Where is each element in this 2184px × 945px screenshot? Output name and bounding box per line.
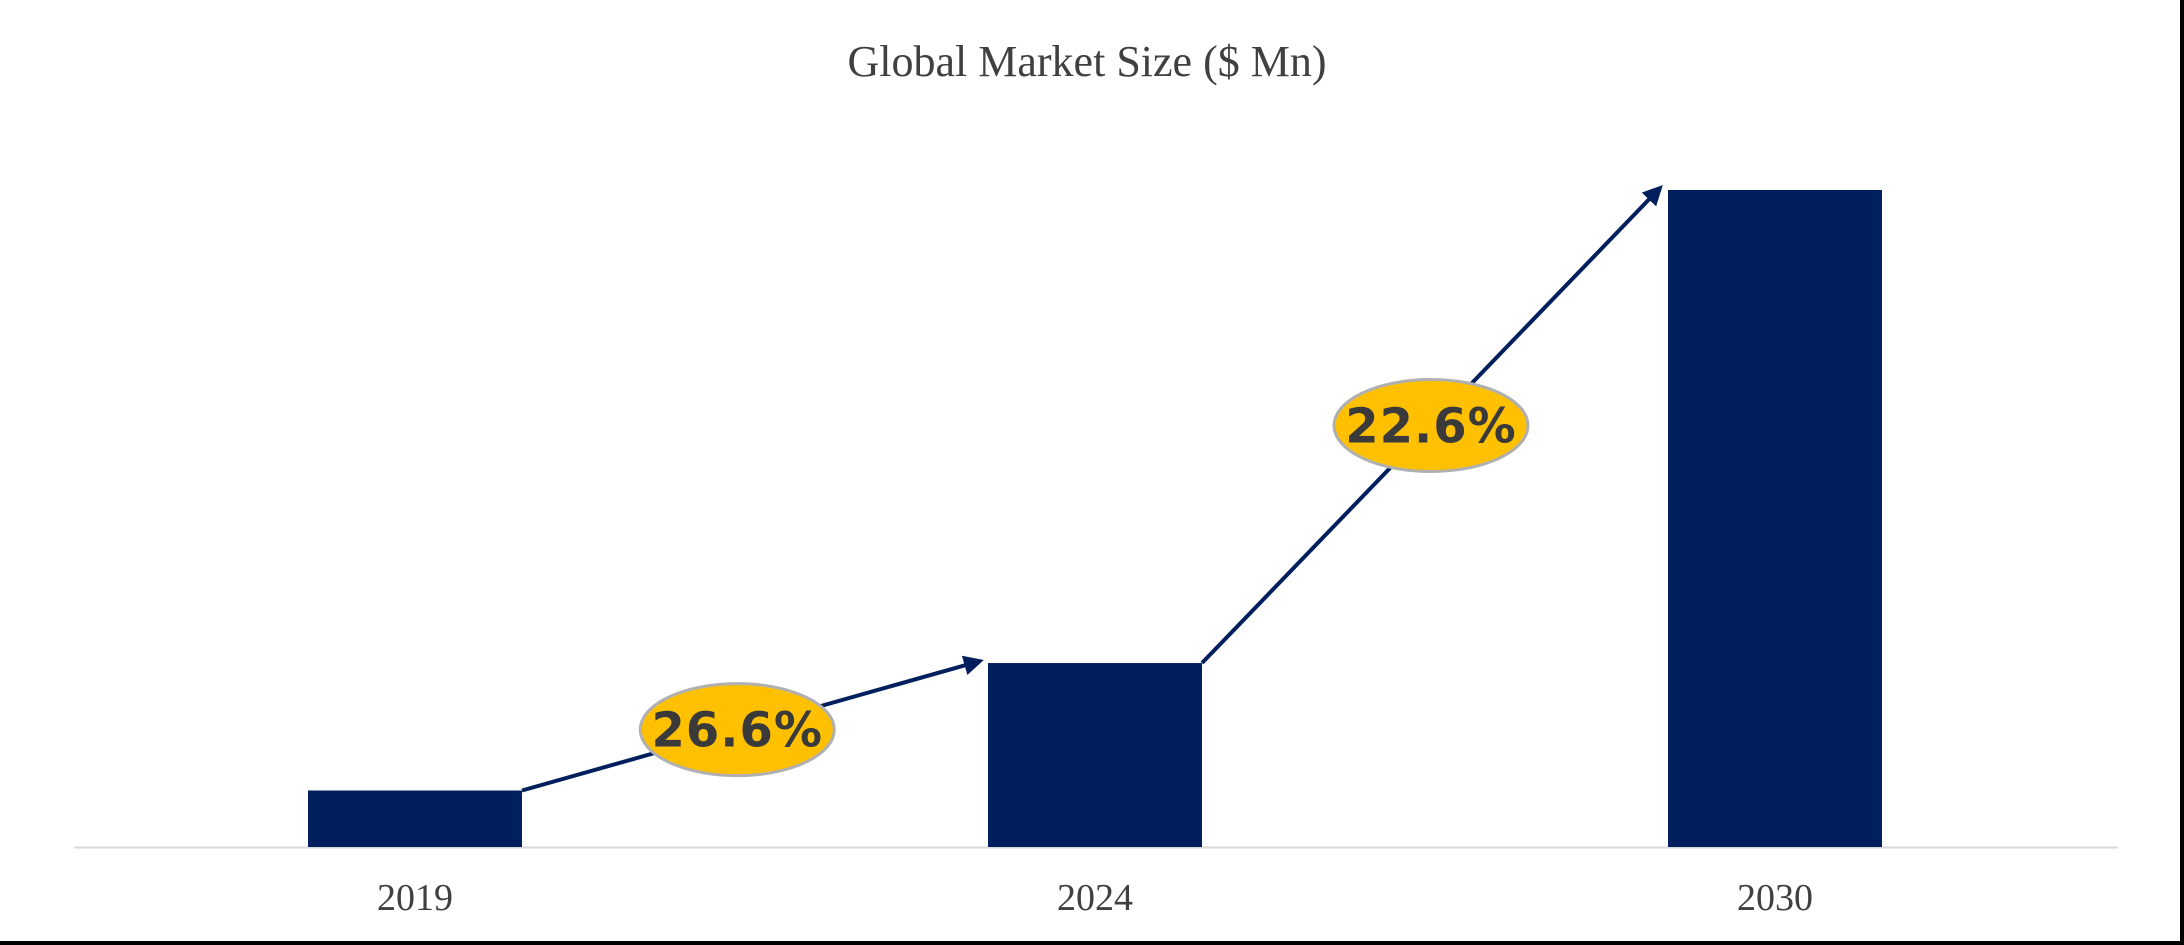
x-tick-label-2024: 2024 [1057,877,1133,919]
chart-title: Global Market Size ($ Mn) [848,37,1327,86]
cagr-bubble-2019-2024 [638,682,836,778]
x-tick-label-2019: 2019 [377,877,453,919]
cagr-label-2024-2030: 22.6% [1345,399,1517,455]
x-tick-label-2030: 2030 [1737,877,1813,919]
bar-2019 [308,790,522,847]
bar-2030 [1668,190,1882,847]
bar-2024 [988,663,1202,847]
cagr-label-2019-2024: 26.6% [651,703,823,759]
cagr-bubble-2024-2030 [1332,378,1530,474]
plot-area: 2019 2024 2030 26.6% 22.6% [74,185,2118,919]
